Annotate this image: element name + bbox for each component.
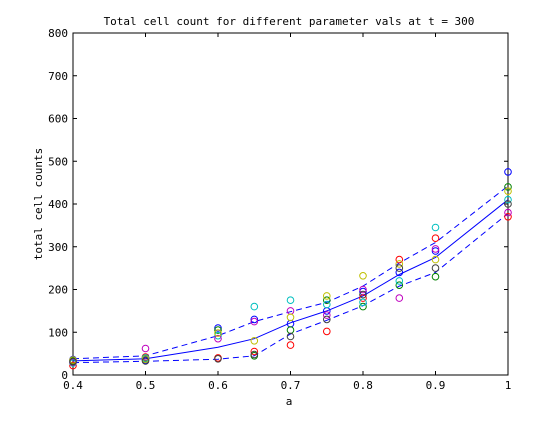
y-axis-label: total cell counts [32,148,45,261]
x-tick-label: 0.9 [426,379,446,392]
data-point [395,281,404,290]
data-point [431,247,440,255]
data-point [395,255,404,264]
data-point [431,272,440,281]
data-point [250,302,259,311]
data-point [214,329,222,337]
y-tick-label: 200 [48,284,68,297]
data-point [286,296,295,305]
data-point [214,326,222,334]
upper-bound-line [72,185,509,360]
data-point [323,311,331,319]
y-tick-label: 800 [48,27,68,40]
data-point [323,315,331,324]
data-point [359,285,367,294]
x-tick-label: 0.5 [136,379,156,392]
data-point [431,234,440,242]
x-tick-label: 1 [505,379,512,392]
x-tick-label: 0.4 [63,379,83,392]
data-point [141,344,150,353]
data-point [359,302,367,311]
data-point [323,327,331,336]
data-point [69,357,77,366]
data-point [431,245,440,253]
data-point [431,264,440,272]
data-point [359,272,367,280]
data-point [286,341,295,349]
data-point [250,337,259,345]
data-point [286,332,295,341]
data-point [395,294,404,302]
data-point [504,168,512,176]
data-point [395,260,404,268]
data-point [323,296,331,305]
data-point [214,331,222,340]
data-point [504,195,512,204]
y-tick-label: 500 [48,155,68,168]
data-point [69,361,77,370]
data-point [504,208,512,217]
data-point [250,350,259,359]
y-tick-label: 0 [61,369,68,382]
data-point [504,187,512,195]
data-point [395,277,404,285]
data-point [504,213,512,221]
plot-area: 0.4 0.5 0.6 0.7 0.8 0.9 1 0 100 200 300 400 500 600 70… [48,27,512,392]
data-point [286,313,295,322]
x-tick-label: 0.6 [208,379,228,392]
data-point [359,290,367,299]
data-point [359,294,367,302]
data-point [250,347,259,356]
data-point [214,324,222,332]
data-point [323,292,331,300]
data-point [395,264,404,272]
lower-bound-line [72,213,509,364]
data-point [250,315,259,324]
data-point [214,334,222,343]
y-tick-label: 100 [48,326,68,339]
x-tick-label: 0.8 [353,379,373,392]
data-point [431,255,440,264]
mean-line [72,199,509,362]
y-tick-label: 400 [48,198,68,211]
data-point [504,200,512,208]
data-point [395,268,404,277]
x-axis-label: a [286,395,293,408]
chart-title: Total cell count for different parameter… [104,15,475,28]
data-point [250,317,259,326]
data-point [141,357,150,365]
data-point [359,298,367,307]
data-point [504,183,512,191]
y-tick-label: 700 [48,70,68,83]
x-tick-label: 0.7 [281,379,301,392]
data-point [431,223,440,232]
data-point [323,300,331,309]
data-point [214,355,222,363]
y-tick-label: 600 [48,113,68,126]
y-tick-label: 300 [48,241,68,254]
